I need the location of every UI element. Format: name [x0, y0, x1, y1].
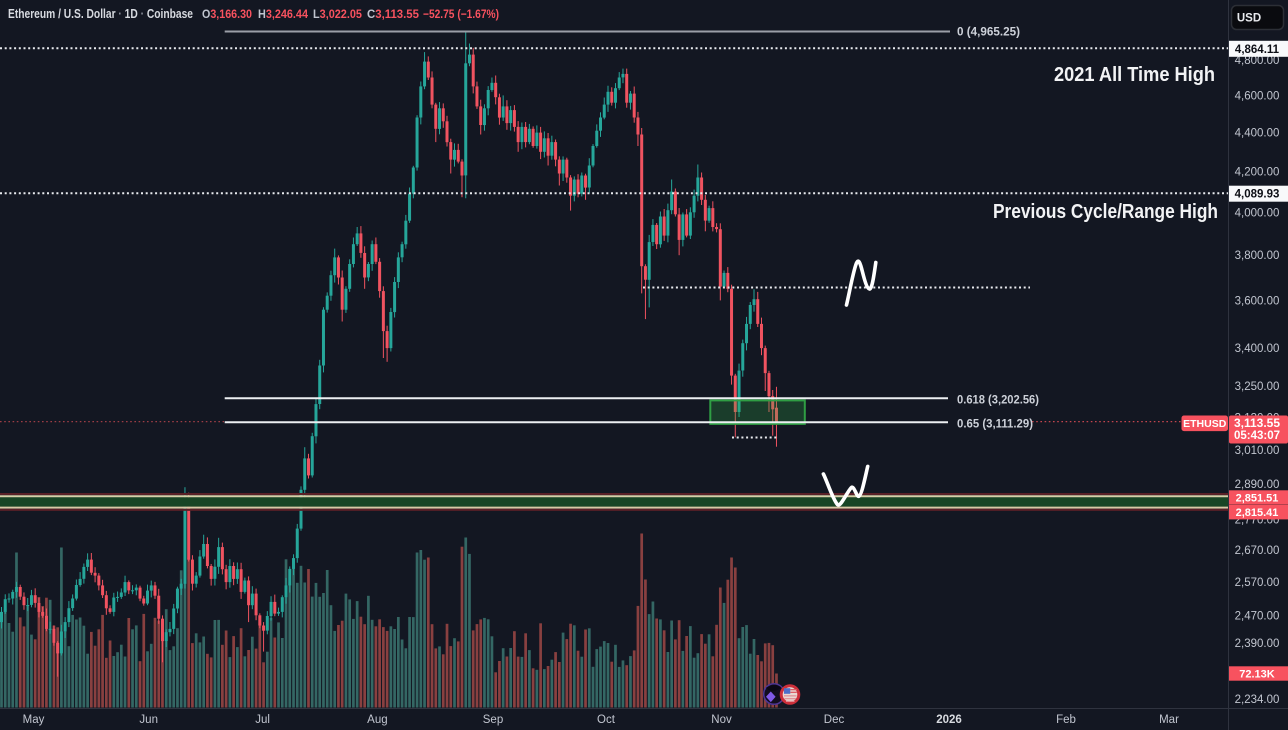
svg-text:Jul: Jul — [255, 714, 270, 726]
svg-text:USD: USD — [1237, 13, 1261, 25]
svg-text:3,800.00: 3,800.00 — [1235, 250, 1280, 262]
svg-text:Oct: Oct — [597, 714, 616, 726]
svg-text:2021 All Time High: 2021 All Time High — [1054, 64, 1215, 86]
svg-text:2,890.00: 2,890.00 — [1235, 479, 1280, 491]
svg-text:2,390.00: 2,390.00 — [1235, 638, 1280, 650]
svg-text:3,250.00: 3,250.00 — [1235, 381, 1280, 393]
svg-text:−52.75 (−1.67%): −52.75 (−1.67%) — [423, 7, 499, 21]
svg-text:4,089.93: 4,089.93 — [1235, 189, 1280, 201]
svg-text:2,815.41: 2,815.41 — [1236, 507, 1279, 519]
svg-text:3,010.00: 3,010.00 — [1235, 445, 1280, 457]
svg-text:72.13K: 72.13K — [1239, 668, 1275, 680]
svg-text:2,470.00: 2,470.00 — [1235, 610, 1280, 622]
svg-text:Ethereum / U.S. Dollar · 1D ·: Ethereum / U.S. Dollar · 1D · Coinbase — [8, 7, 193, 21]
svg-text:4,200.00: 4,200.00 — [1235, 167, 1280, 179]
svg-text:Mar: Mar — [1159, 714, 1179, 726]
svg-text:2026: 2026 — [936, 714, 962, 726]
svg-text:H3,246.44: H3,246.44 — [258, 7, 308, 21]
svg-text:4,800.00: 4,800.00 — [1235, 55, 1280, 67]
svg-text:4,000.00: 4,000.00 — [1235, 207, 1280, 219]
svg-text:L3,022.05: L3,022.05 — [313, 7, 362, 21]
svg-text:Jun: Jun — [139, 714, 158, 726]
svg-text:2,570.00: 2,570.00 — [1235, 577, 1280, 589]
svg-text:Dec: Dec — [824, 714, 845, 726]
svg-text:3,400.00: 3,400.00 — [1235, 343, 1280, 355]
svg-text:3,113.55: 3,113.55 — [1234, 416, 1280, 430]
svg-text:C3,113.55: C3,113.55 — [367, 7, 419, 21]
svg-text:Previous Cycle/Range High: Previous Cycle/Range High — [993, 201, 1218, 223]
svg-text:2,851.51: 2,851.51 — [1236, 492, 1279, 504]
svg-text:0 (4,965.25): 0 (4,965.25) — [957, 25, 1020, 39]
svg-text:4,400.00: 4,400.00 — [1235, 128, 1280, 140]
svg-text:ETHUSD: ETHUSD — [1183, 418, 1227, 430]
svg-text:4,600.00: 4,600.00 — [1235, 90, 1280, 102]
svg-text:4,864.11: 4,864.11 — [1235, 44, 1280, 56]
svg-text:2,234.00: 2,234.00 — [1235, 694, 1280, 706]
svg-text:05:43:07: 05:43:07 — [1234, 430, 1280, 442]
svg-text:2,670.00: 2,670.00 — [1235, 545, 1280, 557]
svg-text:3,600.00: 3,600.00 — [1235, 295, 1280, 307]
svg-text:0.65 (3,111.29): 0.65 (3,111.29) — [957, 417, 1033, 431]
svg-text:Aug: Aug — [367, 714, 387, 726]
svg-text:Sep: Sep — [483, 714, 503, 726]
svg-text:May: May — [23, 714, 45, 726]
svg-text:Feb: Feb — [1056, 714, 1076, 726]
svg-text:O3,166.30: O3,166.30 — [202, 7, 252, 21]
svg-text:Nov: Nov — [711, 714, 732, 726]
svg-text:0.618 (3,202.56): 0.618 (3,202.56) — [957, 393, 1039, 407]
